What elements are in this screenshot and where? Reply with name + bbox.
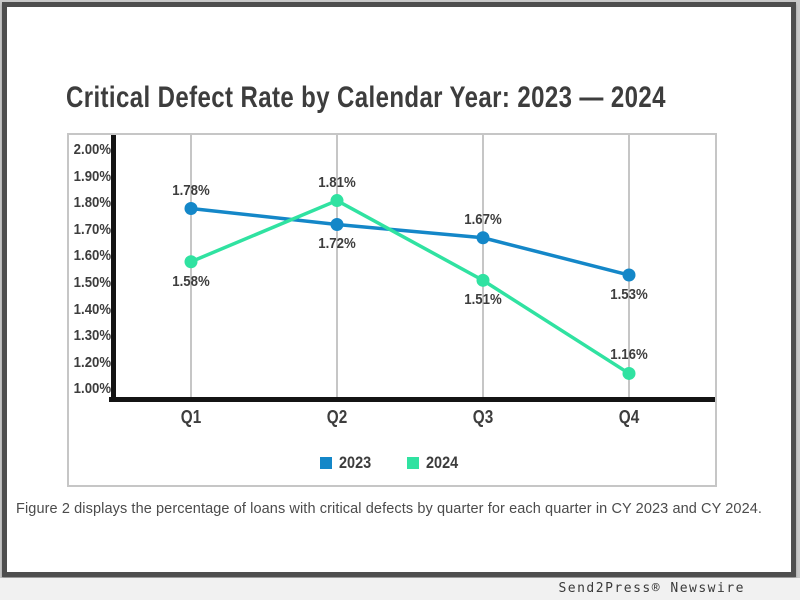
point-label: 1.78% (172, 181, 210, 199)
y-tick-label: 1.70% (73, 220, 112, 238)
legend-label-2024: 2024 (426, 453, 459, 472)
legend-label-2023: 2023 (339, 453, 372, 472)
y-tick-label: 1.30% (73, 327, 112, 345)
vertical-gridline (482, 135, 484, 397)
x-axis-line (109, 397, 715, 402)
series-line-2023 (190, 206, 630, 277)
point-label: 1.51% (464, 291, 502, 309)
legend-item-2024: 2024 (407, 453, 464, 473)
y-tick-label: 2.00% (73, 141, 112, 158)
point-label: 1.67% (464, 210, 502, 228)
newswire-credit: Send2Press® Newswire (558, 581, 745, 596)
x-tick-label-Q1: Q1 (180, 407, 202, 427)
y-tick-label: 1.20% (73, 353, 112, 371)
vertical-gridline (190, 135, 192, 397)
y-tick-label: 1.50% (73, 274, 112, 291)
point-label: 1.53% (610, 286, 648, 304)
point-label: 1.72% (318, 235, 356, 253)
point-label: 1.81% (318, 173, 356, 191)
plot-area: 2.00% 1.90% 1.80% 1.70% 1.60% 1.50% 1.40% 1.30%… (69, 135, 715, 481)
y-tick-label: 1.60% (73, 247, 112, 265)
chart-frame: 2.00% 1.90% 1.80% 1.70% 1.60% 1.50% 1.40% 1.30%… (67, 133, 717, 487)
x-tick-label-Q2: Q2 (326, 407, 348, 427)
chart-legend: 2023 2024 (69, 453, 715, 473)
series-line-2024 (190, 198, 630, 375)
x-tick-label-Q3: Q3 (472, 407, 494, 427)
footer-strip: Send2Press® Newswire (0, 578, 800, 600)
legend-item-2023: 2023 (320, 453, 377, 473)
legend-swatch-2023 (320, 457, 333, 469)
point-label: 1.16% (610, 346, 648, 364)
chart-title: Critical Defect Rate by Calendar Year: 2… (66, 81, 666, 114)
y-axis-line (111, 135, 116, 402)
y-tick-label: 1.80% (73, 194, 112, 212)
figure-caption: Figure 2 displays the percentage of loan… (16, 501, 763, 517)
legend-swatch-2024 (407, 457, 419, 469)
y-tick-label: 1.90% (73, 167, 112, 185)
press-graphic-card: Critical Defect Rate by Calendar Year: 2… (2, 2, 796, 577)
y-tick-label: 1.40% (73, 300, 112, 318)
y-tick-label: 1.00% (73, 380, 112, 398)
x-tick-label-Q4: Q4 (618, 407, 640, 427)
point-label: 1.58% (172, 272, 210, 290)
